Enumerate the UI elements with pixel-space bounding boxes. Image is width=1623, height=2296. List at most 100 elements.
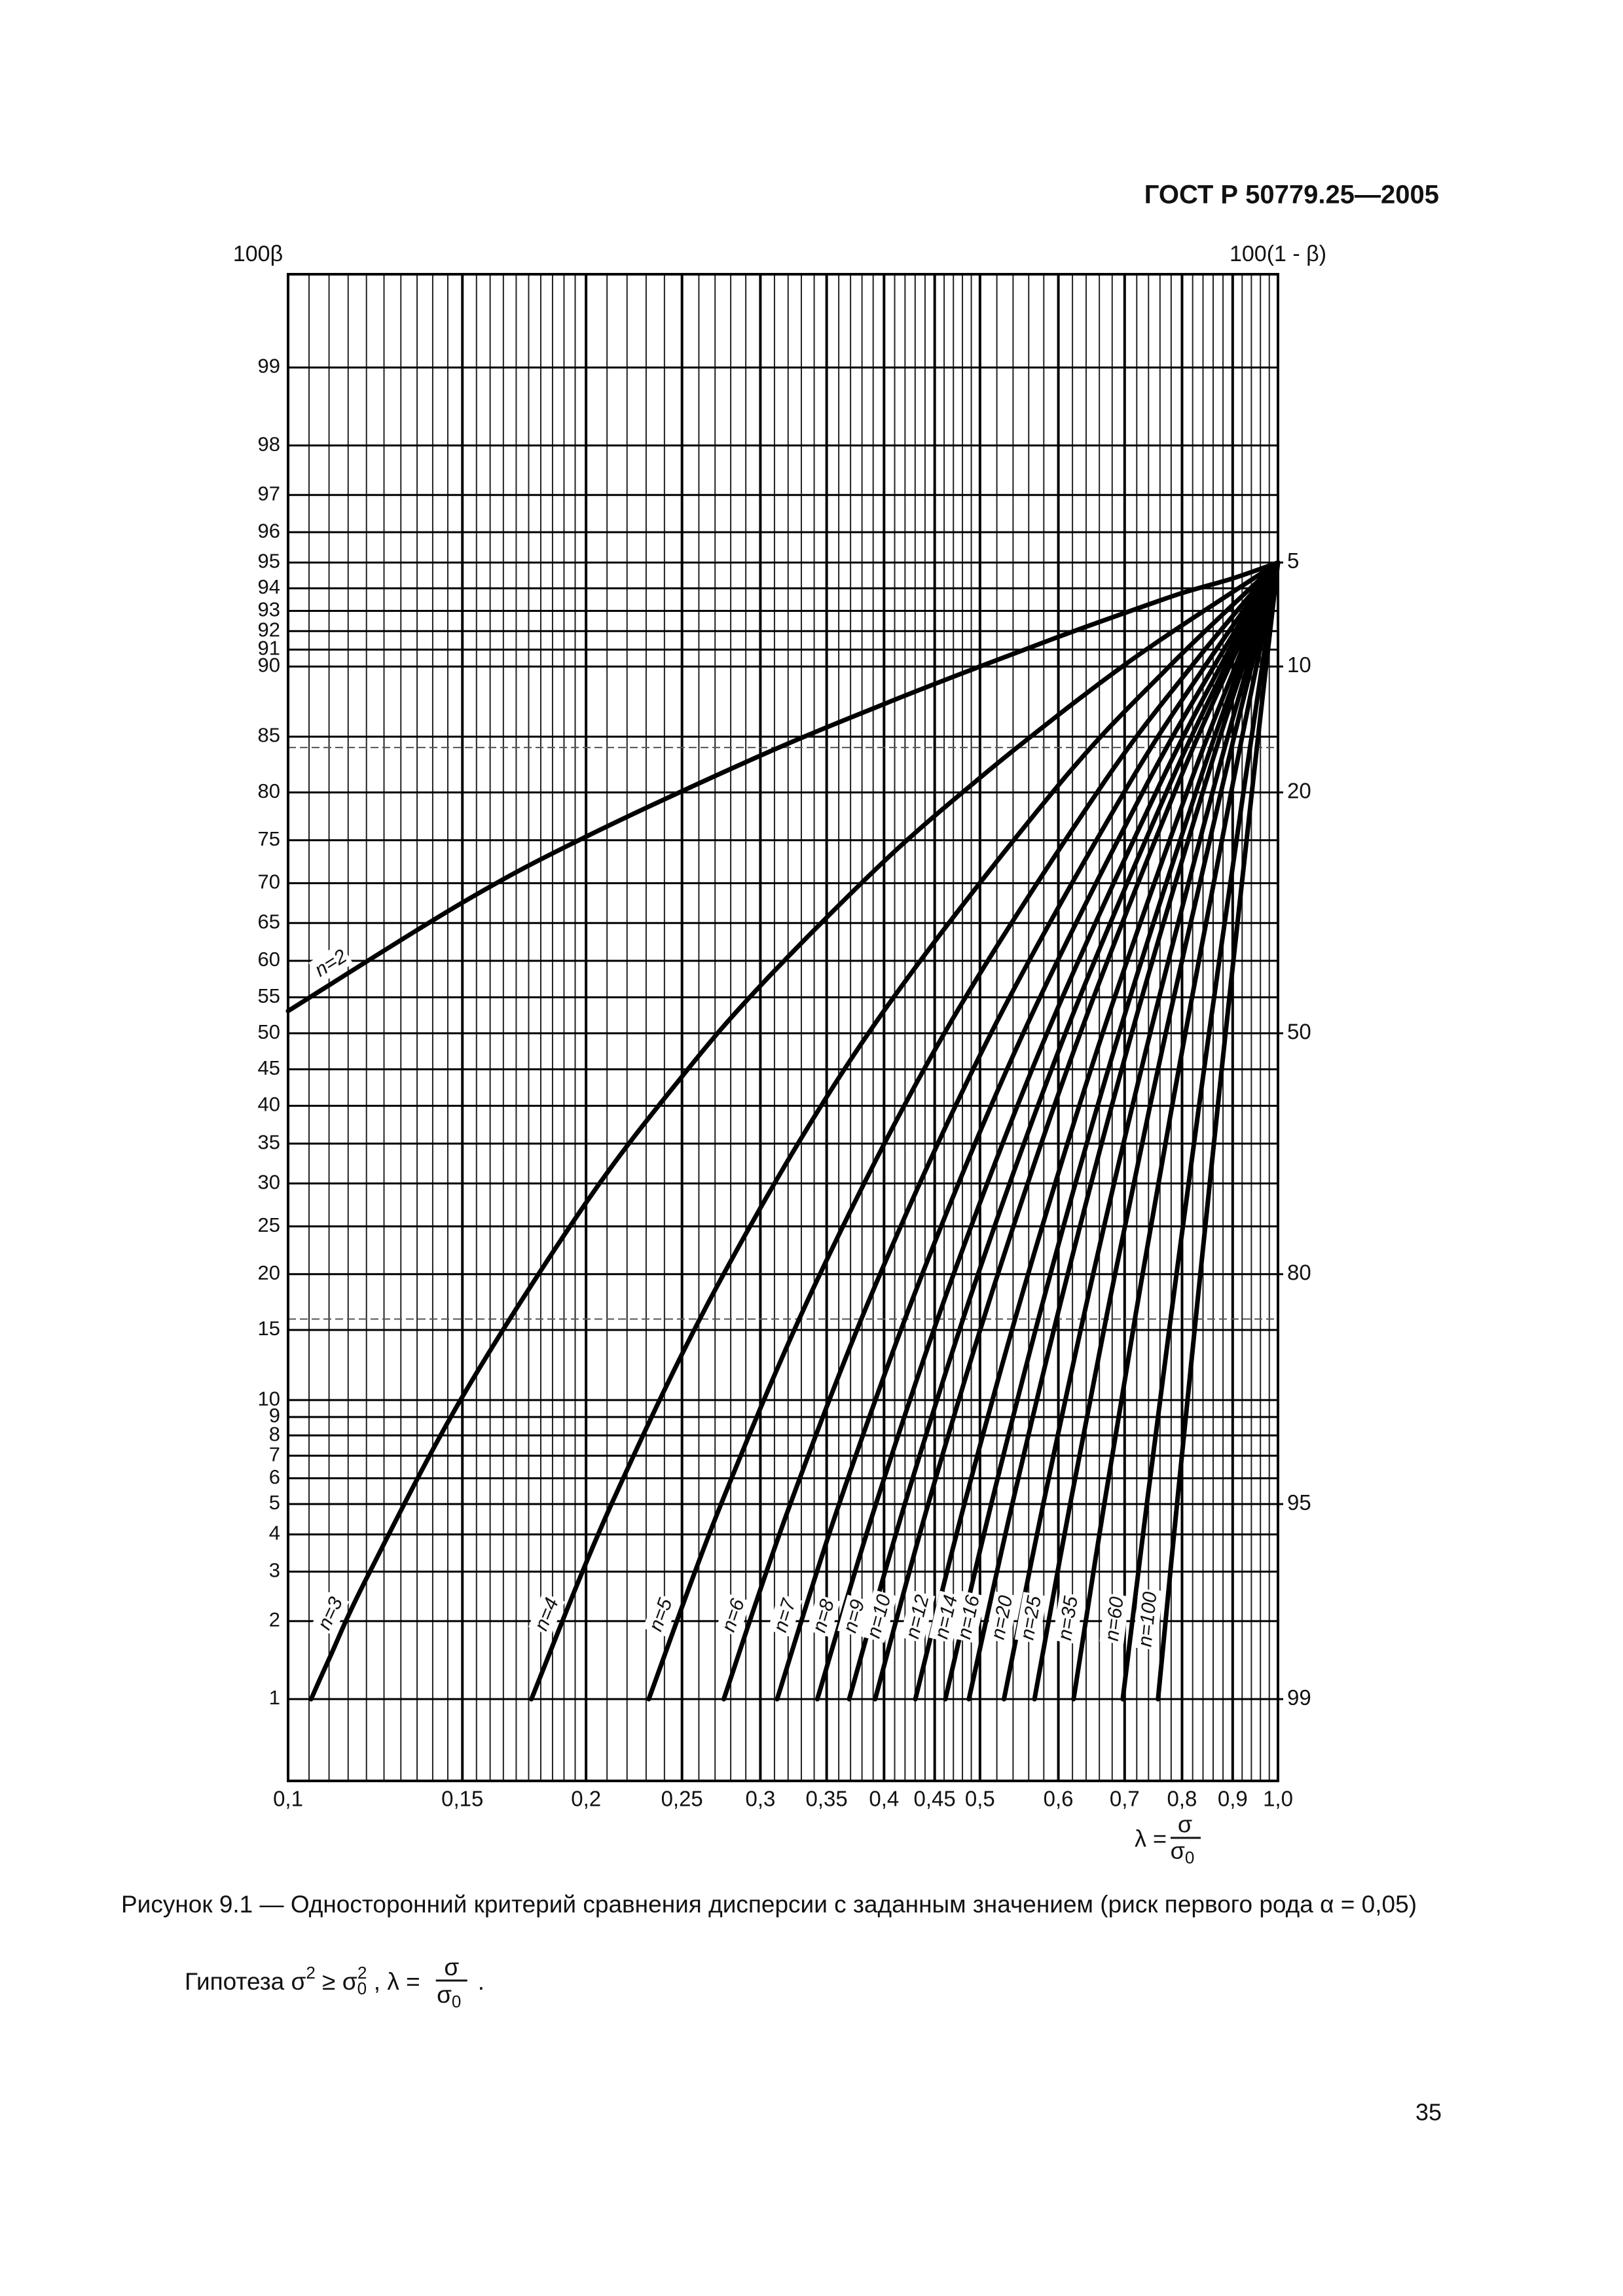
curve	[1002, 560, 1281, 1702]
hypothesis: Гипотеза σ2 ≥ σ02 , λ =	[185, 1963, 420, 1998]
x-tick-label: 0,2	[571, 1787, 601, 1811]
y-tick-label: 40	[258, 1093, 280, 1116]
y2-tick-label: 95	[1287, 1490, 1311, 1515]
label-background	[806, 1594, 841, 1638]
y-tick-label: 75	[258, 827, 280, 850]
label-background	[528, 1592, 565, 1636]
y-tick-label: 20	[258, 1261, 280, 1284]
y-tick-label: 10	[258, 1387, 280, 1410]
y-tick-label: 1	[269, 1686, 280, 1709]
label-background	[837, 1594, 871, 1638]
x-label-denominator: σ0	[1171, 1837, 1195, 1867]
x-tick-label: 0,7	[1110, 1787, 1140, 1811]
y-tick-label: 55	[258, 984, 280, 1007]
y-tick-label: 93	[258, 598, 280, 621]
label-background	[716, 1593, 751, 1637]
y-tick-label: 70	[258, 870, 280, 893]
hyp-end: .	[478, 1968, 484, 1995]
curve	[721, 560, 1281, 1702]
label-background	[1133, 1588, 1163, 1650]
y2-tick-label: 80	[1287, 1261, 1311, 1285]
curve	[1120, 560, 1281, 1702]
y-tick-label: 65	[258, 910, 280, 933]
curve	[814, 560, 1281, 1702]
x-tick-label: 0,1	[273, 1787, 303, 1811]
hyp-sub: 0	[357, 1979, 367, 1998]
label-background	[767, 1593, 803, 1638]
y-tick-label: 60	[258, 948, 280, 971]
label-background	[311, 1591, 350, 1636]
curve	[1156, 560, 1281, 1702]
y-tick-label: 35	[258, 1130, 280, 1153]
den: σ	[1171, 1837, 1185, 1864]
curve	[529, 560, 1281, 1702]
curve-label: n=25	[1014, 1592, 1048, 1644]
x-tick-label: 1,0	[1263, 1787, 1293, 1811]
x-tick-label: 0,4	[869, 1787, 899, 1811]
y2-tick-label: 20	[1287, 778, 1311, 802]
x-tick-label: 0,35	[806, 1787, 848, 1811]
y-tick-label: 96	[258, 519, 280, 542]
curve-label: n=35	[1052, 1592, 1084, 1644]
hyp-rel: ≥ σ	[316, 1968, 357, 1995]
y2-tick-label: 10	[1287, 653, 1311, 677]
y-tick-label: 2	[269, 1608, 280, 1631]
y2-axis-label: 100(1 - β)	[1230, 242, 1326, 266]
y-tick-label: 50	[258, 1020, 280, 1043]
x-tick-label: 0,6	[1044, 1787, 1074, 1811]
y-tick-label: 97	[258, 482, 280, 505]
y-tick-label: 98	[258, 433, 280, 456]
hypothesis-fraction: σ σ0 .	[435, 1954, 484, 2011]
y-tick-label: 25	[258, 1213, 280, 1236]
y-tick-label: 5	[269, 1491, 280, 1514]
curve	[308, 560, 1281, 1702]
y-tick-label: 90	[258, 654, 280, 677]
y-tick-label: 92	[258, 618, 280, 641]
y-tick-label: 6	[269, 1465, 280, 1488]
curve-label: n=100	[1133, 1588, 1163, 1650]
y-tick-label: 4	[269, 1522, 280, 1545]
curve	[1032, 560, 1281, 1702]
y-tick-label: 9	[269, 1404, 280, 1427]
label-background	[1099, 1593, 1130, 1645]
curve	[847, 560, 1281, 1702]
label-background	[1014, 1592, 1048, 1644]
curve	[913, 560, 1281, 1702]
y2-tick-label: 99	[1287, 1685, 1311, 1710]
label-background	[1052, 1592, 1084, 1644]
hyp-sup: 2	[306, 1963, 315, 1982]
hyp-lead: Гипотеза σ	[185, 1968, 306, 1995]
page-number: 35	[1415, 2099, 1442, 2126]
y-tick-label: 80	[258, 780, 280, 802]
x-tick-label: 0,5	[965, 1787, 995, 1811]
curve	[1071, 560, 1281, 1702]
label-background	[900, 1590, 936, 1643]
curve	[775, 560, 1281, 1702]
y-tick-label: 15	[258, 1317, 280, 1340]
x-tick-label: 0,45	[914, 1787, 956, 1811]
plot-frame	[287, 273, 1279, 1782]
hyp-eq: , λ =	[367, 1968, 420, 1995]
y-tick-label: 99	[258, 355, 280, 378]
den-sub: 0	[452, 1992, 461, 2011]
y-tick-label: 85	[258, 724, 280, 747]
series-label: n=60	[1101, 1596, 1128, 1642]
curve	[943, 560, 1281, 1702]
x-label-numerator: σ	[1178, 1811, 1192, 1838]
label-background	[861, 1589, 898, 1643]
curve-label: n=60	[1099, 1593, 1130, 1645]
y-tick-label: 95	[258, 550, 280, 573]
x-tick-label: 0,15	[441, 1787, 483, 1811]
curve	[646, 560, 1281, 1702]
label-background	[985, 1591, 1019, 1644]
label-background	[951, 1590, 986, 1643]
caption: Рисунок 9.1 — Односторонний критерий сра…	[121, 1891, 1417, 1918]
den: σ	[437, 1981, 452, 2008]
y-tick-label: 45	[258, 1056, 280, 1079]
hyp-num: σ	[444, 1954, 459, 1981]
series-label: n=100	[1134, 1590, 1161, 1647]
x-tick-label: 0,25	[661, 1787, 703, 1811]
x-tick-label: 0,9	[1218, 1787, 1248, 1811]
